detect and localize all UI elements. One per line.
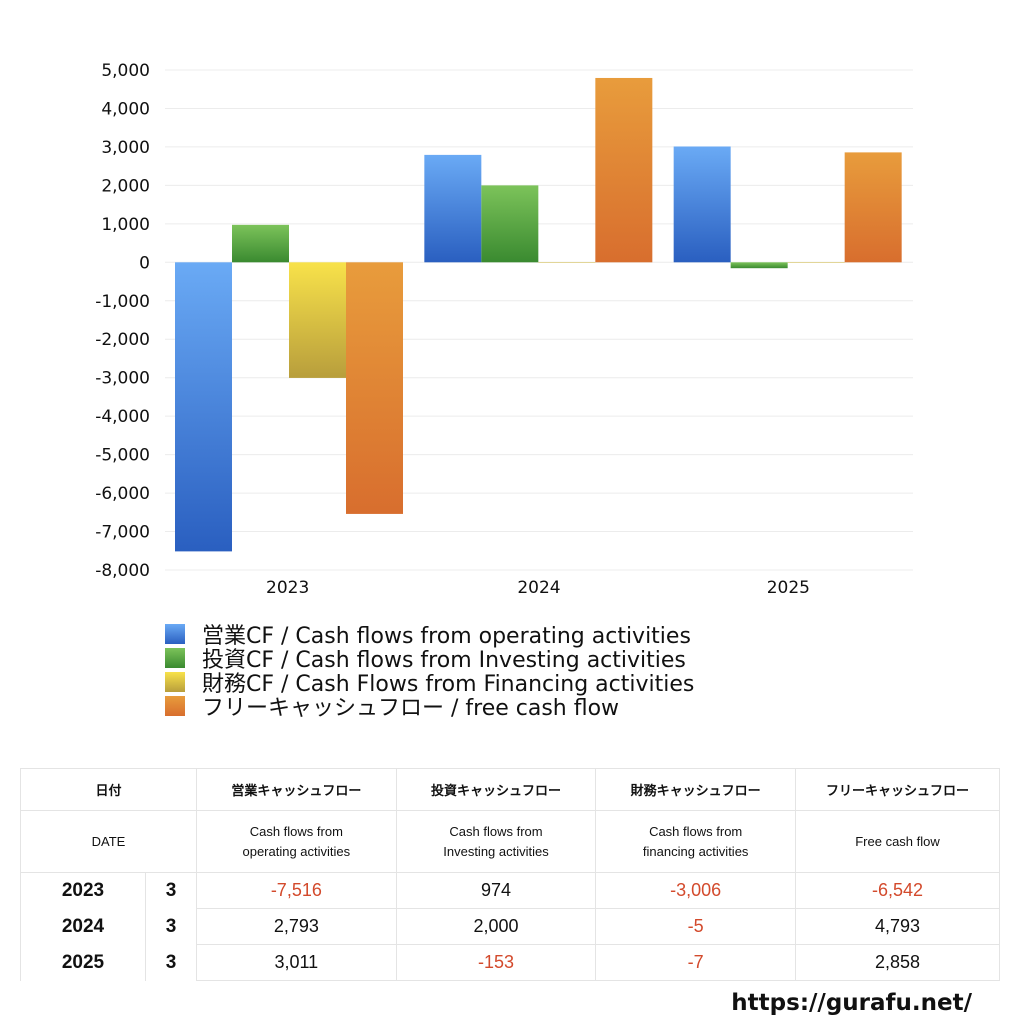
header-row-en: DATE Cash flows from operating activitie… [20,810,1000,873]
legend-item: フリーキャッシュフロー / free cash flow [165,694,694,721]
x-tick-label: 2023 [266,578,309,598]
value-cell: 2,793 [196,908,397,945]
month-cell: 3 [145,908,197,945]
y-tick-label: 4,000 [101,99,150,119]
header-free-jp: フリーキャッシュフロー [795,768,1000,811]
legend-item: 財務CF / Cash Flows from Financing activit… [165,670,694,697]
value-cell: -5 [595,908,797,945]
value-cell: 974 [395,872,597,909]
header-row-jp: 日付 営業キャッシュフロー 投資キャッシュフロー 財務キャッシュフロー フリーキ… [20,768,1000,811]
legend-item: 投資CF / Cash flows from Investing activit… [165,646,694,673]
header-investing-jp: 投資キャッシュフロー [395,768,597,811]
bar-series-1-2023 [232,224,289,263]
bar-series-1-2024 [481,185,539,263]
value-cell: -3,006 [595,872,797,909]
y-tick-label: -1,000 [95,292,150,312]
bar-series-2-2024 [538,262,596,263]
bar-series-2-2023 [289,262,346,378]
header-operating-en: Cash flows from operating activities [196,810,397,873]
legend-item: 営業CF / Cash flows from operating activit… [165,622,694,649]
value-cell: 4,793 [795,908,1000,945]
table-row: 2023 3 -7,516 974 -3,006 -6,542 [20,872,1000,909]
legend-swatch [165,696,185,716]
header-investing-en: Cash flows from Investing activities [395,810,597,873]
legend-swatch [165,648,185,668]
y-tick-label: 2,000 [101,176,150,196]
legend-label: 投資CF / Cash flows from Investing activit… [202,648,686,673]
bar-series-2-2025 [787,262,845,263]
year-cell: 2023 [20,872,146,909]
header-date-en: DATE [20,810,197,873]
bar-series-0-2023 [175,262,232,552]
header-text: Cash flows from operating activities [242,823,351,859]
value-cell: -153 [395,944,597,981]
value-cell: -6,542 [795,872,1000,909]
value-cell: 2,000 [395,908,597,945]
legend-label: 財務CF / Cash Flows from Financing activit… [202,672,695,697]
header-free-en: Free cash flow [795,810,1000,873]
bar-series-1-2025 [730,262,788,269]
header-text: Cash flows from financing activities [642,823,749,859]
x-tick-label: 2025 [767,578,810,598]
year-cell: 2025 [20,944,146,981]
y-tick-label: 3,000 [101,138,150,158]
header-text: Cash flows from Investing activities [443,823,549,859]
header-date-jp: 日付 [20,768,197,811]
y-tick-label: 0 [139,253,150,273]
legend-label: 営業CF / Cash flows from operating activit… [202,624,691,649]
y-tick-label: -7,000 [95,523,150,543]
month-cell: 3 [145,872,197,909]
legend-swatch [165,672,185,692]
y-tick-label: 5,000 [101,61,150,81]
bar-series-0-2024 [424,154,482,263]
y-tick-label: 1,000 [101,215,150,235]
legend-swatch [165,624,185,644]
y-tick-label: -2,000 [95,330,150,350]
y-tick-label: -8,000 [95,561,150,581]
value-cell: -7 [595,944,797,981]
legend-label: フリーキャッシュフロー / free cash flow [202,696,620,721]
month-cell: 3 [145,944,197,981]
bar-series-0-2025 [673,146,731,263]
table-row: 2025 3 3,011 -153 -7 2,858 [20,944,1000,981]
year-cell: 2024 [20,908,146,945]
y-tick-label: -3,000 [95,369,150,389]
value-cell: -7,516 [196,872,397,909]
bar-series-3-2025 [844,152,902,263]
cash-flow-bar-chart: 5,000 4,000 3,000 2,000 1,000 0 -1,000 -2,000 -3… [95,61,913,598]
header-operating-jp: 営業キャッシュフロー [196,768,397,811]
header-financing-jp: 財務キャッシュフロー [595,768,797,811]
header-financing-en: Cash flows from financing activities [595,810,797,873]
y-tick-label: -4,000 [95,407,150,427]
value-cell: 2,858 [795,944,1000,981]
table-row: 2024 3 2,793 2,000 -5 4,793 [20,908,1000,945]
y-tick-label: -6,000 [95,484,150,504]
site-url[interactable]: https://gurafu.net/ [731,990,972,1016]
cash-flow-table: 日付 営業キャッシュフロー 投資キャッシュフロー 財務キャッシュフロー フリーキ… [20,768,1000,981]
value-cell: 3,011 [196,944,397,981]
x-tick-label: 2024 [517,578,560,598]
bar-series-3-2023 [346,262,403,514]
legend: 営業CF / Cash flows from operating activit… [165,622,694,721]
y-tick-label: -5,000 [95,446,150,466]
bar-series-3-2024 [595,77,653,263]
